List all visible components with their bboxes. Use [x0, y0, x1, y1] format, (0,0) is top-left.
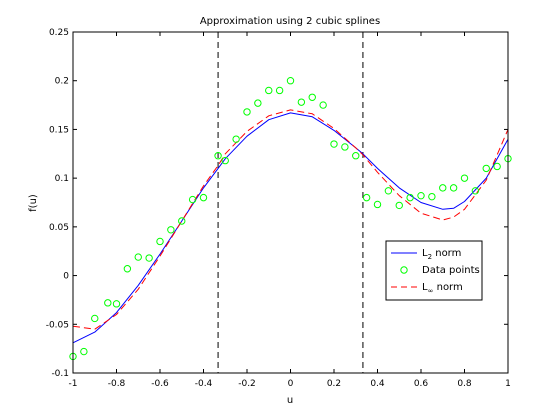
legend-l2-sub: 2: [428, 253, 432, 261]
y-tick-label: -0.1: [51, 369, 69, 379]
data-point: [482, 164, 490, 173]
data-point: [221, 156, 229, 165]
data-point: [493, 162, 501, 171]
data-point: [449, 184, 458, 192]
y-tick-label: 0.1: [55, 174, 69, 184]
y-tick-label: 0.2: [55, 77, 69, 87]
data-point: [471, 187, 480, 195]
y-tick-label: -0.05: [46, 320, 69, 330]
y-tick-label: 0: [63, 272, 69, 282]
legend-linf-rest: norm: [433, 282, 462, 293]
data-point: [156, 237, 164, 246]
data-point: [460, 174, 469, 182]
legend-box: [385, 240, 483, 301]
data-point: [199, 193, 208, 202]
legend-linf-sub: ∞: [428, 287, 434, 295]
data-point: [167, 226, 175, 234]
data-point: [286, 77, 295, 85]
data-point: [275, 86, 284, 95]
data-point: [254, 99, 262, 107]
data-point: [417, 191, 425, 200]
legend-data-points-label: Data points: [422, 265, 480, 276]
data-point: [341, 143, 349, 151]
x-tick-label: 0.8: [457, 379, 472, 389]
data-point: [178, 217, 186, 225]
x-tick-label: -0.2: [238, 379, 256, 389]
y-tick-label: 0.05: [49, 223, 69, 233]
data-point: [384, 187, 393, 195]
data-point: [232, 135, 240, 143]
y-ticks: -0.1 -0.05 0 0.05 0.1 0.15 0.2 0.25: [46, 28, 508, 379]
scatter-points: [69, 77, 512, 361]
x-ticks: -1 -0.8 -0.6 -0.4 -0.2 0 0.2 0.4 0.6 0.8 1: [69, 32, 511, 389]
data-point: [297, 98, 306, 106]
series-lines: [72, 109, 509, 344]
data-point: [395, 201, 403, 210]
x-tick-label: 0.4: [370, 379, 385, 389]
data-point: [330, 140, 338, 148]
data-point: [265, 86, 273, 95]
legend-linf-label: L∞ norm: [422, 282, 463, 295]
y-tick-label: 0.15: [49, 125, 69, 135]
legend-l2-rest: norm: [432, 248, 461, 259]
data-point: [104, 299, 112, 307]
legend: L2 norm Data points L∞ norm: [385, 240, 483, 301]
data-point: [352, 152, 360, 160]
data-point: [406, 193, 414, 202]
x-tick-label: -0.6: [151, 379, 169, 389]
knot-lines: [217, 32, 364, 373]
plot-background: [73, 32, 508, 373]
data-point: [134, 253, 142, 261]
data-point: [319, 101, 327, 109]
data-point: [439, 184, 447, 192]
data-point: [428, 192, 436, 201]
legend-l2-base: L: [422, 248, 428, 259]
series-line-0: [72, 112, 509, 344]
x-tick-label: 1: [505, 379, 511, 389]
legend-l2-label: L2 norm: [422, 248, 461, 261]
data-point: [243, 108, 251, 116]
legend-data-points-marker: [400, 266, 408, 274]
data-point: [308, 93, 316, 101]
x-tick-label: 0.2: [327, 379, 341, 389]
series-line-2: [72, 109, 509, 330]
y-tick-label: 0.25: [49, 28, 69, 38]
x-tick-label: 0: [288, 379, 294, 389]
legend-linf-base: L: [422, 282, 428, 293]
data-point: [112, 300, 121, 308]
data-point: [373, 200, 382, 209]
y-axis-label: f(u): [28, 194, 39, 212]
data-point: [188, 195, 197, 204]
data-point: [214, 152, 222, 160]
x-tick-label: 0.6: [414, 379, 429, 389]
x-tick-label: -0.4: [195, 379, 213, 389]
data-point: [145, 254, 153, 262]
data-point: [362, 193, 371, 202]
x-axis-label: u: [287, 395, 293, 406]
x-tick-label: -1: [69, 379, 78, 389]
data-point: [80, 347, 88, 356]
data-point: [123, 265, 132, 273]
data-point: [91, 314, 99, 323]
x-tick-label: -0.8: [108, 379, 126, 389]
chart-title: Approximation using 2 cubic splines: [200, 16, 380, 27]
